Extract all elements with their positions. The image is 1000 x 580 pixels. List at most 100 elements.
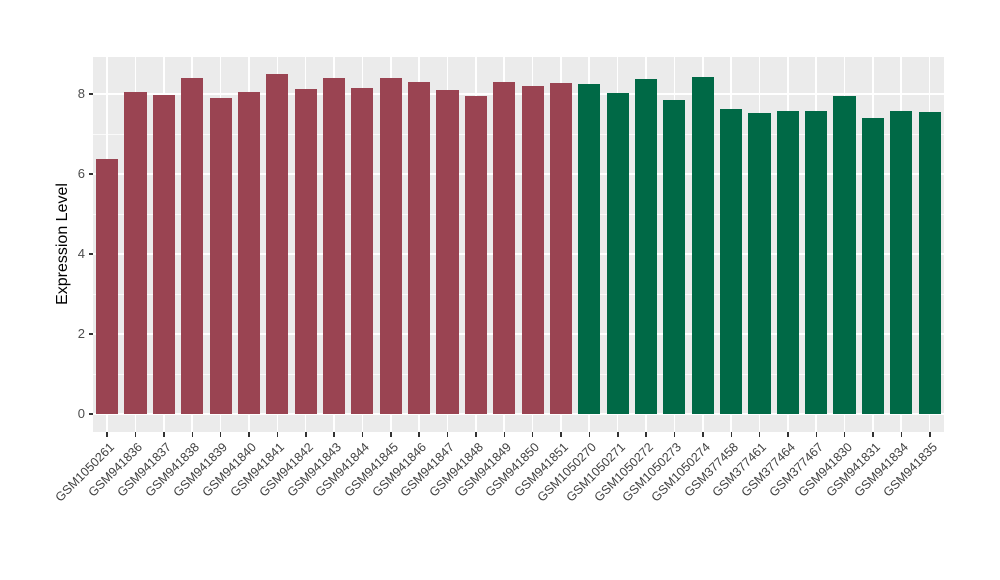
bar xyxy=(379,77,402,414)
gridline-major xyxy=(93,333,944,335)
x-tick-mark xyxy=(645,432,647,437)
bar-slot xyxy=(689,57,717,432)
gridline-minor xyxy=(93,373,944,375)
x-tick-mark xyxy=(191,432,194,437)
y-tick-label: 2 xyxy=(77,326,85,341)
bar xyxy=(833,96,856,414)
bar xyxy=(918,112,941,414)
bar xyxy=(237,92,261,414)
x-tick-mark xyxy=(134,432,137,437)
bar xyxy=(578,84,601,414)
bar xyxy=(124,92,147,414)
bar-slot xyxy=(121,57,149,432)
bar xyxy=(464,96,487,414)
gridline-minor xyxy=(93,133,944,135)
bar-slot xyxy=(802,57,830,432)
bar-slot xyxy=(660,57,688,432)
bar-slot xyxy=(93,57,121,432)
bar-slot xyxy=(462,57,490,432)
bar-slot xyxy=(859,57,887,432)
x-tick-mark xyxy=(617,432,619,437)
bar xyxy=(861,117,884,414)
bar-slot xyxy=(263,57,291,432)
bar-slot xyxy=(320,57,348,432)
bar xyxy=(152,95,175,414)
x-tick-mark xyxy=(106,432,108,437)
gridline-minor xyxy=(93,213,944,215)
x-tick-mark xyxy=(843,432,846,437)
bar-slot xyxy=(774,57,802,432)
bar xyxy=(266,74,289,414)
gridline-major xyxy=(93,413,944,415)
bar-slot xyxy=(575,57,603,432)
bar-slot xyxy=(887,57,915,432)
x-tick-mark xyxy=(730,432,732,437)
bar xyxy=(351,88,374,414)
bar-slot xyxy=(915,57,943,432)
x-tick-mark xyxy=(815,432,818,437)
bar xyxy=(209,98,232,414)
x-tick-mark xyxy=(333,432,335,437)
x-tick-mark xyxy=(702,432,704,437)
bar-slot xyxy=(150,57,178,432)
bar-slot xyxy=(377,57,405,432)
bar xyxy=(181,77,204,414)
bar-slot xyxy=(433,57,461,432)
x-tick-mark xyxy=(900,432,903,437)
y-tick-label: 4 xyxy=(77,246,85,261)
y-tick-mark xyxy=(89,173,93,175)
x-tick-mark xyxy=(560,432,562,437)
x-tick-mark xyxy=(929,432,931,437)
x-tick-mark xyxy=(758,432,761,437)
x-tick-mark xyxy=(390,432,392,437)
x-tick-mark xyxy=(503,432,506,437)
bar-slot xyxy=(518,57,546,432)
x-tick-mark xyxy=(305,432,307,437)
bar xyxy=(323,78,346,414)
x-tick-mark xyxy=(219,432,222,437)
gridline-major xyxy=(93,253,944,255)
gridline-major xyxy=(93,93,944,95)
plot-panel xyxy=(93,57,944,432)
bar xyxy=(691,76,714,414)
bar xyxy=(493,82,516,414)
bar xyxy=(408,81,431,414)
bar-slot xyxy=(206,57,234,432)
bar-slot xyxy=(348,57,376,432)
bar-slot xyxy=(547,57,575,432)
x-tick-mark xyxy=(531,432,534,437)
bar-slot xyxy=(405,57,433,432)
y-tick-mark xyxy=(89,93,93,95)
bar xyxy=(720,108,743,414)
gridline-minor xyxy=(93,293,944,295)
bar-slot xyxy=(830,57,858,432)
bar xyxy=(890,111,913,414)
y-tick-mark xyxy=(89,333,93,335)
bar-slot xyxy=(745,57,773,432)
x-tick-mark xyxy=(475,432,477,437)
x-tick-mark xyxy=(163,432,165,437)
y-tick-label: 8 xyxy=(77,86,85,101)
y-tick-mark xyxy=(89,253,93,255)
bar xyxy=(748,112,771,414)
bar-slot xyxy=(632,57,660,432)
x-tick-mark xyxy=(248,432,250,437)
bar-slot xyxy=(603,57,631,432)
bar xyxy=(663,100,686,414)
bar xyxy=(294,88,317,414)
y-tick-mark xyxy=(89,413,93,415)
bar-slot xyxy=(490,57,518,432)
bar xyxy=(634,78,658,414)
y-tick-label: 6 xyxy=(77,166,85,181)
bar xyxy=(521,86,544,414)
bar-slot xyxy=(292,57,320,432)
bar xyxy=(96,159,119,414)
bar-slot xyxy=(717,57,745,432)
x-tick-mark xyxy=(872,432,874,437)
x-tick-mark xyxy=(361,432,364,437)
x-tick-mark xyxy=(276,432,279,437)
x-tick-mark xyxy=(446,432,449,437)
bar xyxy=(776,110,799,414)
bar xyxy=(805,110,828,414)
